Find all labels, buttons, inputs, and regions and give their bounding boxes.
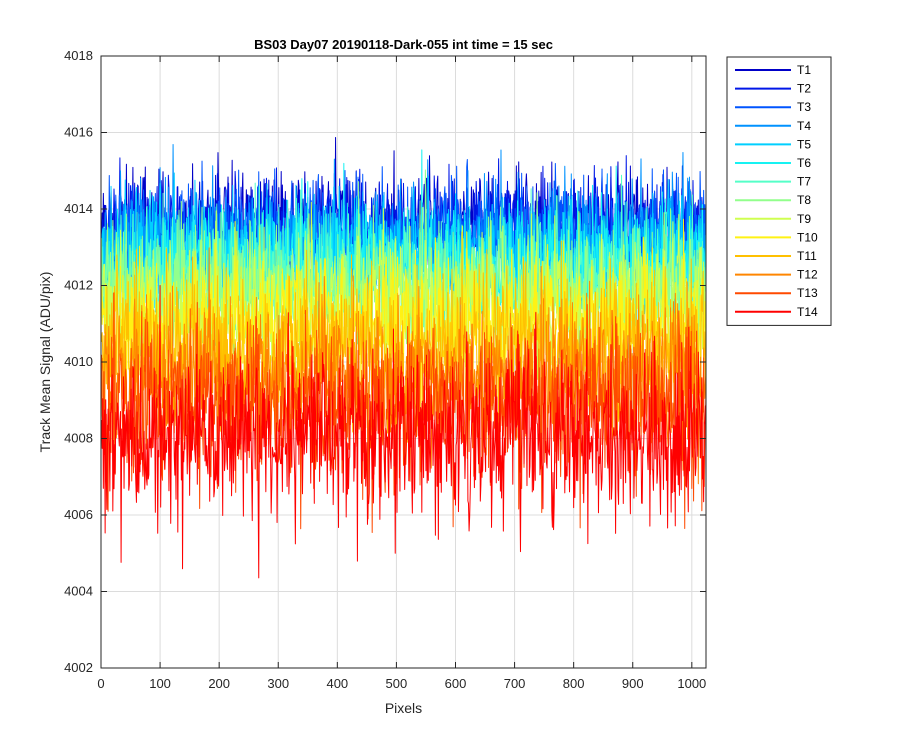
series-line-t13 (101, 292, 706, 533)
x-tick-label: 200 (208, 676, 230, 691)
y-tick-label: 4004 (64, 584, 93, 599)
series-line-t10 (101, 218, 706, 409)
y-tick-label: 4006 (64, 507, 93, 522)
y-tick-label: 4018 (64, 48, 93, 63)
legend-label-t4: T4 (797, 119, 811, 133)
y-tick-label: 4014 (64, 201, 93, 216)
series-group (101, 137, 706, 579)
x-tick-label: 100 (149, 676, 171, 691)
legend-label-t7: T7 (797, 175, 811, 189)
x-tick-label: 300 (267, 676, 289, 691)
y-tick-label: 4010 (64, 354, 93, 369)
legend-label-t1: T1 (797, 63, 811, 77)
chart-title: BS03 Day07 20190118-Dark-055 int time = … (254, 37, 553, 52)
x-tick-label: 700 (504, 676, 526, 691)
x-tick-label: 1000 (677, 676, 706, 691)
legend-box (726, 56, 832, 326)
y-tick-label: 4016 (64, 125, 93, 140)
y-tick-label: 4008 (64, 431, 93, 446)
legend-label-t13: T13 (797, 286, 818, 300)
legend-label-t9: T9 (797, 212, 811, 226)
legend-label-t14: T14 (797, 305, 818, 319)
y-tick-label: 4012 (64, 278, 93, 293)
legend-label-t3: T3 (797, 100, 811, 114)
y-tick-label: 4002 (64, 660, 93, 675)
legend-label-t8: T8 (797, 193, 811, 207)
x-axis-label: Pixels (385, 700, 422, 716)
legend-label-t2: T2 (797, 82, 811, 96)
x-tick-label: 400 (326, 676, 348, 691)
x-tick-label: 0 (97, 676, 104, 691)
x-tick-label: 900 (622, 676, 644, 691)
legend-label-t5: T5 (797, 137, 811, 151)
x-tick-label: 800 (563, 676, 585, 691)
legend-label-t12: T12 (797, 268, 818, 282)
legend-label-t10: T10 (797, 230, 818, 244)
ticks: 0 100 200 300 400 500 600 700 800 900 1000 4002 4004… (64, 48, 706, 691)
legend-label-t11: T11 (797, 249, 817, 263)
x-tick-label: 600 (445, 676, 467, 691)
legend-label-t6: T6 (797, 156, 811, 170)
legend: T1 T2 T3 T4 T5 T6 T7 T8 T9 T10 T11 T12 T13 T14 (726, 56, 832, 326)
x-tick-label: 500 (386, 676, 408, 691)
series-line-t14 (101, 285, 706, 579)
y-axis-label: Track Mean Signal (ADU/pix) (37, 272, 53, 453)
